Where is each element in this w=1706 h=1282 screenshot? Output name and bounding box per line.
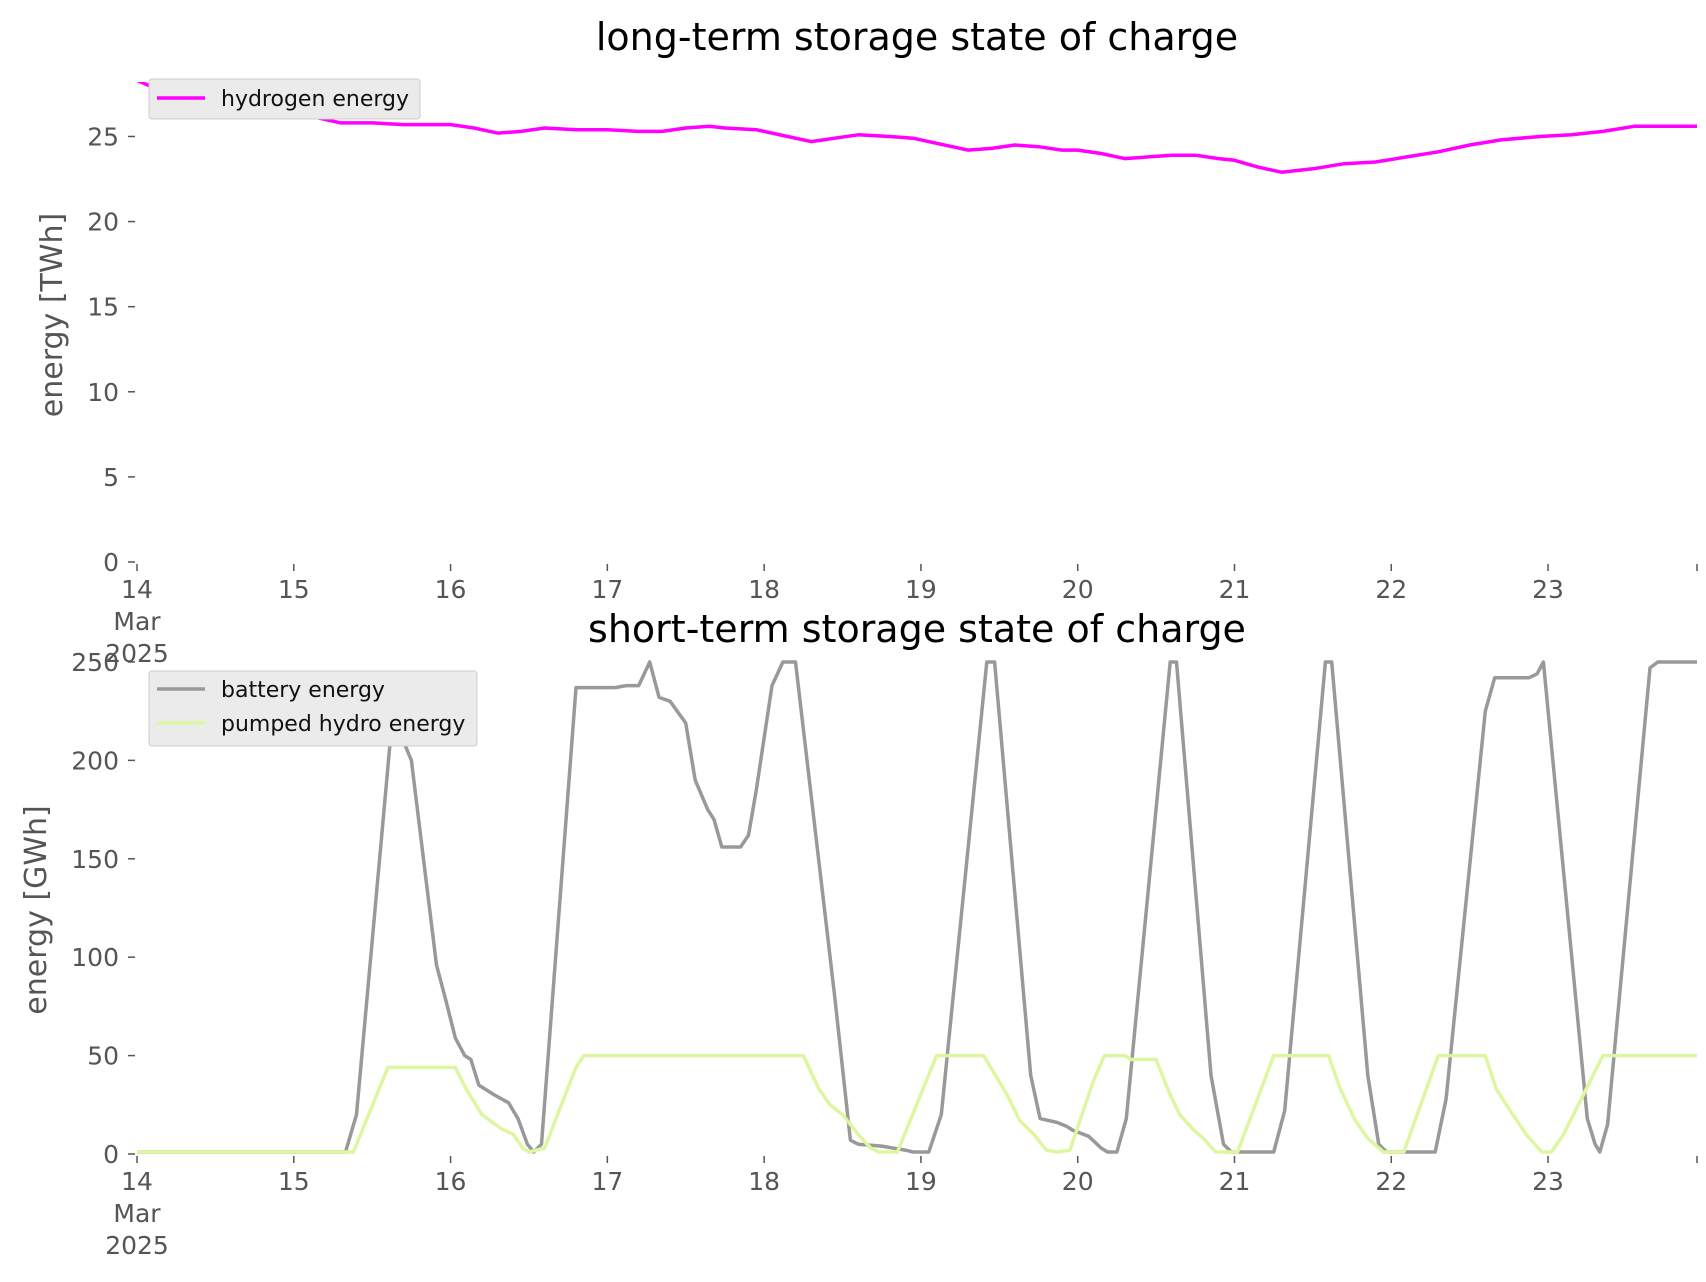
x-tick-label: 23 [1532, 1167, 1564, 1196]
x-tick-label: 22 [1375, 1167, 1407, 1196]
y-tick-label: 20 [87, 208, 119, 237]
x-tick-label: 16 [435, 1167, 467, 1196]
x-tick-label: 18 [748, 575, 780, 604]
axis-ticks: 0 5 10 15 20 25 14 Mar 2025 15 16 17 18 19 20 21 22 23 [87, 122, 1698, 668]
series-line-pumped-hydro-energy [137, 1053, 1697, 1154]
y-tick-label: 0 [103, 1140, 119, 1169]
series-lines [137, 660, 1697, 1154]
chart-title: long-term storage state of charge [596, 15, 1238, 59]
y-tick-label: 0 [103, 548, 119, 577]
x-tick-label: 21 [1219, 575, 1251, 604]
y-tick-label: 5 [103, 463, 119, 492]
x-tick-label: 21 [1219, 1167, 1251, 1196]
y-tick-label: 150 [71, 845, 119, 874]
y-tick-label: 100 [71, 943, 119, 972]
chart-title: short-term storage state of charge [588, 607, 1246, 651]
x-tick-label: 20 [1062, 575, 1094, 604]
x-tick-label: 19 [905, 1167, 937, 1196]
x-tick-label: 18 [748, 1167, 780, 1196]
x-tick-label: 17 [591, 575, 623, 604]
axis-ticks: 0 50 100 150 200 250 14 Mar 2025 15 16 17 18 19 20 21 22… [71, 648, 1698, 1260]
legend: hydrogen energy [148, 78, 421, 120]
y-axis-label: energy [TWh] [35, 213, 70, 417]
x-tick-label: 14 Mar 2025 [105, 1167, 169, 1260]
legend-box [148, 670, 478, 747]
short-term-panel: short-term storage state of charge energ… [19, 607, 1698, 1260]
x-tick-label: 19 [905, 575, 937, 604]
series-line-hydrogen-energy [137, 82, 1697, 174]
series-line-battery-energy [137, 660, 1697, 1154]
y-tick-label: 25 [87, 122, 119, 151]
legend-entry: battery energy [221, 678, 385, 703]
legend-entry: pumped hydro energy [221, 712, 465, 737]
legend-entry: hydrogen energy [221, 87, 409, 112]
x-tick-label: 20 [1062, 1167, 1094, 1196]
y-tick-label: 10 [87, 378, 119, 407]
x-tick-label: 16 [435, 575, 467, 604]
y-tick-label: 250 [71, 648, 119, 677]
y-axis-label: energy [GWh] [19, 805, 54, 1014]
series-lines [137, 82, 1697, 174]
x-tick-label: 15 [278, 575, 310, 604]
x-tick-label: 14 Mar 2025 [105, 575, 169, 668]
y-tick-label: 15 [87, 293, 119, 322]
x-tick-label: 17 [591, 1167, 623, 1196]
x-tick-label: 15 [278, 1167, 310, 1196]
y-tick-label: 200 [71, 746, 119, 775]
long-term-panel: long-term storage state of charge energy… [35, 15, 1698, 668]
y-tick-label: 50 [87, 1042, 119, 1071]
legend-box [148, 78, 421, 120]
x-tick-label: 22 [1375, 575, 1407, 604]
legend: battery energy pumped hydro energy [148, 670, 478, 747]
x-tick-label: 23 [1532, 575, 1564, 604]
